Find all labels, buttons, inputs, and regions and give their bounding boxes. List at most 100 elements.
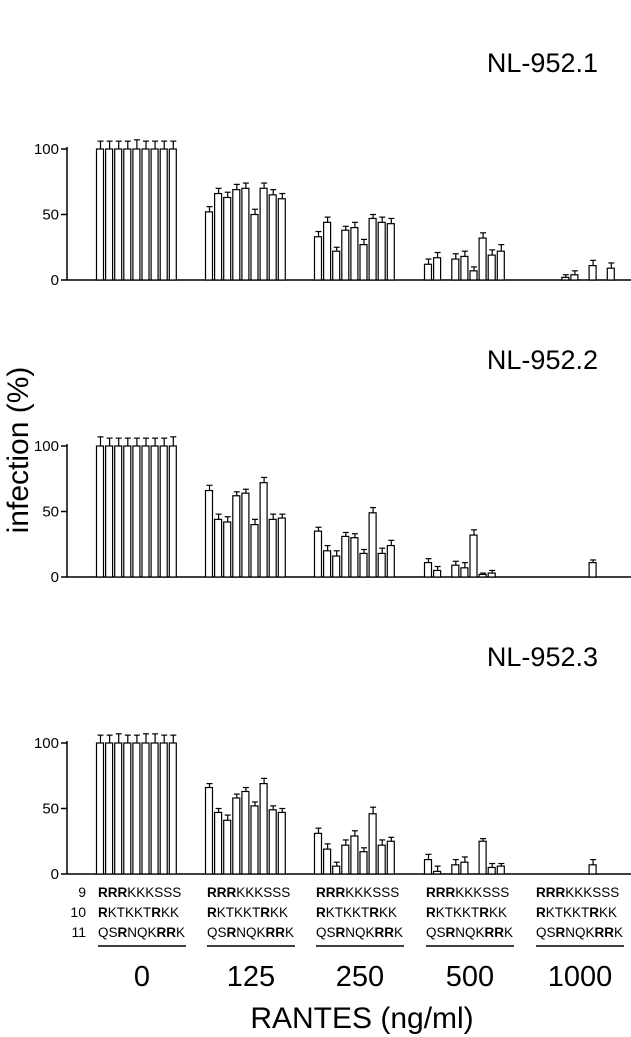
sequence-segment: RRR <box>426 885 455 900</box>
sequence-segment: R <box>151 905 161 920</box>
bar <box>241 790 250 875</box>
bar <box>368 813 377 875</box>
bar <box>132 148 141 281</box>
sequence-segment: R <box>336 925 346 940</box>
sequence-segment: R <box>446 925 456 940</box>
sequence-segment: R <box>556 925 566 940</box>
bar <box>204 786 214 875</box>
sequence-number: 10 <box>70 904 86 920</box>
sequence-label: RRRKKKSSS <box>207 885 290 900</box>
bar <box>496 250 505 281</box>
bar <box>423 858 433 875</box>
bar <box>159 742 168 875</box>
panel-3: 0 50 100 NL-952.3 <box>34 642 631 883</box>
bar <box>232 495 241 578</box>
sequence-segment: KTKKT <box>326 905 370 920</box>
bar <box>250 523 259 578</box>
sequence-segment: R <box>536 905 546 920</box>
bar <box>95 445 105 578</box>
y-tick-label: 50 <box>42 207 59 224</box>
bar <box>332 250 341 281</box>
bar <box>332 555 341 578</box>
y-tick-label: 50 <box>42 801 59 818</box>
sequence-segment: KK <box>161 905 179 920</box>
sequence-segment: QS <box>426 925 446 940</box>
bar <box>359 552 368 578</box>
dose-label: 0 <box>134 961 150 993</box>
bar <box>241 492 250 578</box>
bar <box>95 148 105 281</box>
sequence-segment: R <box>118 925 128 940</box>
bar <box>359 244 368 281</box>
bar <box>268 194 277 281</box>
dose-label: 250 <box>336 961 384 993</box>
sequence-label: RRRKKKSSS <box>426 885 509 900</box>
panel-1: 0 50 100 NL-952.1 <box>34 48 631 289</box>
bar <box>313 832 323 875</box>
bar <box>168 445 177 578</box>
bar <box>123 148 132 281</box>
bar <box>377 552 386 578</box>
bar <box>350 227 359 281</box>
bar <box>386 840 395 875</box>
sequence-segment: RR <box>266 925 286 940</box>
sequence-segment: RRR <box>98 885 127 900</box>
sequence-segment: K <box>176 925 185 940</box>
y-axis-label: infection (%) <box>2 367 35 534</box>
y-tick-label: 100 <box>34 735 59 752</box>
sequence-segment: RRR <box>207 885 236 900</box>
sequence-label: RKTKKTRKK <box>316 905 397 920</box>
bar <box>250 805 259 875</box>
bar <box>250 213 259 281</box>
panel-2: 0 50 100 NL-952.2 <box>34 345 631 586</box>
bar <box>141 742 150 875</box>
sequence-segment: KK <box>270 905 288 920</box>
bar <box>123 742 132 875</box>
bar <box>433 870 442 875</box>
sequence-label: RRRKKKSSS <box>536 885 619 900</box>
bar <box>277 198 286 281</box>
bar <box>323 221 332 281</box>
panel-title: NL-952.1 <box>487 48 598 78</box>
sequence-segment: KKKSSS <box>455 885 509 900</box>
bar <box>104 742 114 875</box>
sequence-segment: KKKSSS <box>236 885 290 900</box>
sequence-segment: R <box>426 905 436 920</box>
sequence-segment: QS <box>207 925 227 940</box>
bar <box>159 148 168 281</box>
sequence-segment: KK <box>379 905 397 920</box>
sequence-label: QSRNQKRRK <box>426 925 513 940</box>
bar <box>232 797 241 875</box>
sequence-segment: RRR <box>316 885 345 900</box>
sequence-segment: RR <box>157 925 177 940</box>
bar <box>350 835 359 875</box>
bar <box>104 148 114 281</box>
sequence-label: QSRNQKRRK <box>98 925 185 940</box>
sequence-segment: NQK <box>565 925 594 940</box>
sequence-segment: QS <box>316 925 336 940</box>
bar <box>277 517 286 578</box>
bar <box>496 865 505 875</box>
bar <box>141 148 150 281</box>
y-tick-label: 50 <box>42 504 59 521</box>
bar <box>460 567 469 578</box>
dose-labels: 0 125 250 500 1000 <box>134 961 612 993</box>
bar <box>478 237 487 281</box>
bar <box>561 276 570 281</box>
panel-title: NL-952.3 <box>487 642 598 672</box>
bar <box>588 864 597 875</box>
sequence-segment: QS <box>536 925 556 940</box>
bar <box>433 569 442 578</box>
sequence-segment: NQK <box>455 925 484 940</box>
bar <box>114 445 123 578</box>
sequence-segment: KTKKT <box>546 905 590 920</box>
bar <box>487 572 496 578</box>
bar <box>341 229 350 281</box>
sequence-segment: KKKSSS <box>565 885 619 900</box>
bar <box>323 550 332 578</box>
dose-label: 125 <box>227 961 275 993</box>
sequence-segment: R <box>227 925 237 940</box>
bar <box>141 445 150 578</box>
bar <box>259 187 268 281</box>
panel-title: NL-952.2 <box>487 345 598 375</box>
